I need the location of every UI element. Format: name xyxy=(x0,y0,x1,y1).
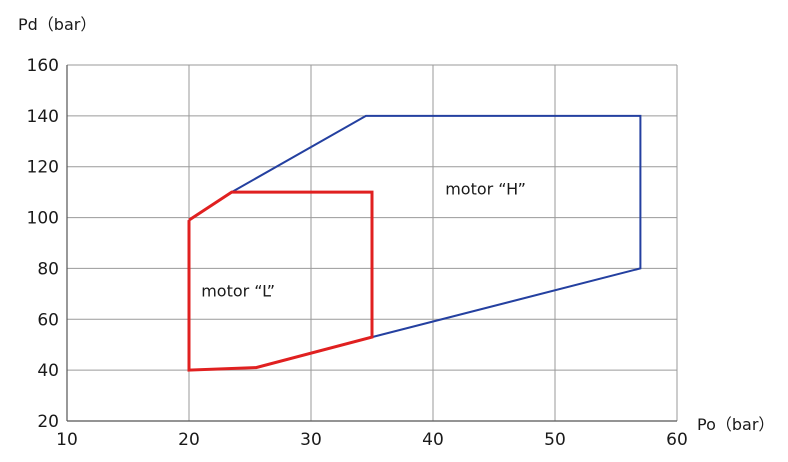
y-tick-label: 140 xyxy=(27,107,59,127)
annotation-label: motor “L” xyxy=(201,281,275,300)
y-tick-label: 60 xyxy=(37,310,59,330)
y-tick-label: 40 xyxy=(37,361,59,381)
x-tick-label: 50 xyxy=(544,430,566,450)
y-tick-label: 120 xyxy=(27,158,59,178)
x-tick-label: 40 xyxy=(422,430,444,450)
y-tick-label: 20 xyxy=(37,412,59,432)
y-tick-label: 160 xyxy=(27,56,59,76)
x-tick-label: 20 xyxy=(178,430,200,450)
y-tick-label: 80 xyxy=(37,259,59,279)
series-line-motor-h xyxy=(188,114,642,372)
x-tick-label: 10 xyxy=(56,430,78,450)
series-group xyxy=(187,114,642,372)
x-axis-label: Po（bar） xyxy=(697,415,774,434)
x-tick-label: 60 xyxy=(666,430,688,450)
annotation-label: motor “H” xyxy=(445,180,526,199)
series-line-motor-l xyxy=(187,190,374,372)
x-tick-label: 30 xyxy=(300,430,322,450)
annotations: motor “H” motor “L” xyxy=(201,180,526,301)
y-axis-label: Pd（bar） xyxy=(18,15,96,34)
y-tick-label: 100 xyxy=(27,209,59,229)
